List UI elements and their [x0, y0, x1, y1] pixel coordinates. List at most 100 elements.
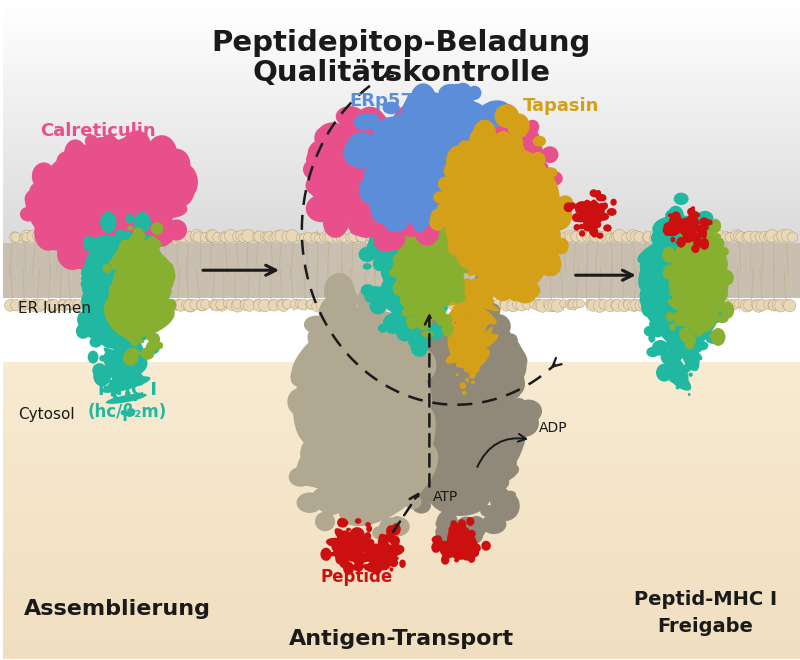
Ellipse shape [442, 166, 462, 180]
Circle shape [522, 300, 533, 309]
Ellipse shape [162, 164, 194, 191]
Ellipse shape [110, 363, 127, 378]
Ellipse shape [518, 162, 560, 222]
Ellipse shape [446, 288, 499, 312]
Ellipse shape [693, 211, 699, 219]
Ellipse shape [417, 239, 451, 280]
Circle shape [576, 300, 585, 308]
Ellipse shape [490, 463, 514, 482]
Ellipse shape [337, 476, 361, 498]
Ellipse shape [383, 230, 397, 244]
Ellipse shape [408, 146, 421, 158]
Ellipse shape [336, 548, 347, 556]
Ellipse shape [126, 273, 151, 297]
Ellipse shape [115, 288, 130, 302]
Ellipse shape [78, 216, 110, 249]
Ellipse shape [319, 359, 338, 379]
Ellipse shape [458, 271, 464, 277]
Ellipse shape [460, 187, 484, 205]
Ellipse shape [443, 271, 458, 288]
Ellipse shape [395, 373, 411, 390]
Ellipse shape [368, 407, 430, 477]
Bar [3, 57, 800, 61]
Ellipse shape [93, 185, 125, 216]
Ellipse shape [394, 193, 417, 216]
Ellipse shape [397, 307, 420, 334]
Ellipse shape [673, 311, 711, 331]
Ellipse shape [132, 317, 146, 329]
Bar [3, 144, 800, 147]
Ellipse shape [410, 195, 439, 222]
Ellipse shape [486, 249, 508, 273]
Ellipse shape [646, 346, 659, 357]
Ellipse shape [454, 199, 476, 216]
Ellipse shape [346, 548, 358, 562]
Circle shape [121, 232, 131, 242]
Ellipse shape [394, 166, 427, 193]
Ellipse shape [141, 277, 160, 317]
Bar [3, 254, 800, 257]
Ellipse shape [326, 538, 349, 548]
Ellipse shape [399, 230, 415, 247]
Ellipse shape [306, 391, 362, 472]
Ellipse shape [104, 297, 143, 340]
Ellipse shape [62, 149, 111, 185]
Ellipse shape [466, 516, 486, 538]
Ellipse shape [154, 233, 170, 247]
Circle shape [630, 300, 642, 311]
Circle shape [473, 234, 481, 242]
Ellipse shape [56, 191, 101, 224]
Circle shape [114, 231, 126, 242]
Circle shape [236, 230, 248, 242]
Ellipse shape [466, 544, 479, 557]
Circle shape [419, 232, 430, 242]
Ellipse shape [710, 261, 722, 275]
Ellipse shape [414, 216, 425, 229]
Ellipse shape [133, 396, 138, 401]
Bar [3, 16, 800, 19]
Ellipse shape [456, 312, 475, 357]
Ellipse shape [369, 211, 390, 226]
Ellipse shape [115, 137, 145, 163]
Ellipse shape [671, 221, 686, 235]
Bar [3, 102, 800, 105]
Ellipse shape [387, 147, 424, 194]
Ellipse shape [450, 160, 469, 174]
Ellipse shape [425, 139, 461, 177]
Ellipse shape [396, 251, 412, 273]
Circle shape [210, 300, 222, 311]
Ellipse shape [658, 264, 707, 299]
Ellipse shape [398, 428, 506, 494]
Ellipse shape [410, 254, 455, 287]
Ellipse shape [383, 558, 393, 565]
Ellipse shape [434, 119, 497, 177]
Ellipse shape [457, 315, 481, 347]
Circle shape [783, 300, 796, 312]
Ellipse shape [461, 195, 470, 205]
Ellipse shape [408, 125, 466, 181]
Ellipse shape [348, 534, 364, 549]
Bar [3, 171, 800, 174]
Ellipse shape [412, 298, 440, 323]
Ellipse shape [456, 154, 503, 181]
Circle shape [63, 300, 74, 310]
Ellipse shape [506, 333, 518, 347]
Ellipse shape [426, 183, 446, 202]
Circle shape [184, 300, 197, 312]
Ellipse shape [700, 300, 710, 312]
Ellipse shape [416, 129, 451, 182]
Ellipse shape [107, 187, 162, 228]
Ellipse shape [447, 288, 455, 298]
Bar [3, 260, 800, 263]
Ellipse shape [667, 329, 684, 358]
Ellipse shape [370, 298, 386, 314]
Ellipse shape [464, 350, 490, 372]
Ellipse shape [403, 391, 418, 407]
Ellipse shape [398, 482, 419, 498]
Ellipse shape [339, 147, 394, 198]
Circle shape [743, 300, 754, 311]
Bar [3, 549, 800, 552]
Ellipse shape [164, 174, 194, 207]
Ellipse shape [413, 296, 421, 303]
Ellipse shape [318, 381, 403, 455]
